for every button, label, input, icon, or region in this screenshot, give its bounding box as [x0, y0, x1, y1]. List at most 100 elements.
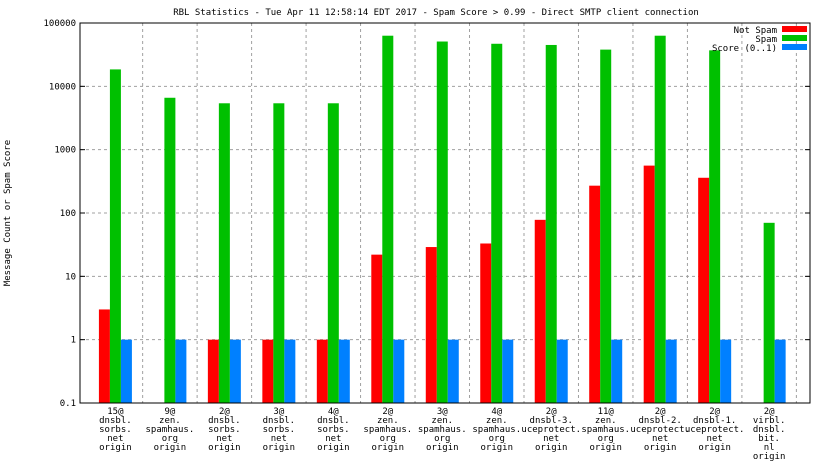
x-tick-label: 2@: [219, 407, 230, 417]
y-tick-label: 100000: [43, 19, 76, 29]
x-tick-label: origin: [263, 443, 296, 453]
x-tick-label: net: [707, 434, 723, 444]
x-tick-label: 2@: [764, 407, 775, 417]
bar-not-spam: [98, 309, 110, 403]
x-tick-label: net: [216, 434, 232, 444]
bar-score-: [611, 339, 623, 403]
x-tick-label: uceprotect.: [685, 425, 745, 435]
y-tick-label: 100: [60, 209, 76, 219]
x-tick-label: sorbs.: [263, 425, 296, 435]
x-tick-label: 4@: [491, 407, 502, 417]
x-tick-label: 3@: [273, 407, 284, 417]
bar-score-: [175, 339, 187, 403]
plot-border: [79, 22, 811, 404]
bar-spam: [545, 44, 557, 404]
bar-not-spam: [589, 185, 601, 403]
x-tick-label: origin: [753, 452, 786, 462]
bar-spam: [763, 222, 775, 403]
x-tick-label: spamhaus.: [363, 425, 412, 435]
y-tick-label: 1: [71, 336, 76, 346]
bar-not-spam: [207, 339, 219, 403]
bar-spam: [273, 103, 285, 403]
legend-label: Spam: [755, 35, 777, 45]
x-tick-label: spamhaus.: [418, 425, 467, 435]
bar-score-: [120, 339, 132, 403]
x-tick-label: 2@: [709, 407, 720, 417]
y-tick-label: 1000: [54, 146, 76, 156]
x-tick-label: dnsbl.: [208, 416, 241, 426]
x-tick-label: net: [652, 434, 668, 444]
x-tick-label: origin: [154, 443, 187, 453]
x-tick-label: net: [107, 434, 123, 444]
x-tick-label: zen.: [159, 416, 181, 426]
x-tick-label: org: [434, 434, 450, 444]
x-tick-label: 2@: [655, 407, 666, 417]
bar-not-spam: [425, 247, 437, 403]
x-tick-label: zen.: [431, 416, 453, 426]
legend-swatch: [782, 44, 807, 50]
x-tick-label: origin: [99, 443, 132, 453]
x-tick-label: dnsbl-1.: [693, 416, 736, 426]
x-tick-label: dnsbl.: [317, 416, 350, 426]
x-tick-label: spamhaus.: [472, 425, 521, 435]
x-tick-label: zen.: [486, 416, 508, 426]
x-tick-label: dnsbl.: [99, 416, 132, 426]
bar-spam: [654, 35, 666, 403]
x-tick-label: net: [543, 434, 559, 444]
x-tick-label: sorbs.: [99, 425, 132, 435]
x-tick-label: org: [489, 434, 505, 444]
x-tick-label: dnsbl-2.: [639, 416, 682, 426]
bar-spam: [709, 50, 721, 403]
bar-spam: [436, 41, 448, 403]
x-tick-label: bit.: [758, 434, 780, 444]
bar-score-: [665, 339, 677, 403]
bar-not-spam: [480, 243, 492, 403]
bar-score-: [720, 339, 732, 403]
y-axis-label: Message Count or Spam Score: [3, 140, 13, 286]
x-tick-label: nl: [764, 443, 775, 453]
x-tick-label: net: [271, 434, 287, 444]
x-tick-label: org: [162, 434, 178, 444]
x-tick-label: 4@: [328, 407, 339, 417]
bar-spam: [218, 103, 230, 403]
x-tick-label: org: [380, 434, 396, 444]
bar-not-spam: [643, 165, 655, 403]
bar-spam: [109, 69, 121, 403]
x-tick-label: 15@: [107, 407, 124, 417]
x-tick-label: spamhaus.: [145, 425, 194, 435]
bar-score-: [774, 339, 786, 403]
x-tick-label: org: [598, 434, 614, 444]
x-tick-label: origin: [644, 443, 677, 453]
bar-spam: [164, 97, 176, 404]
x-tick-label: 9@: [164, 407, 175, 417]
legend-label: Score (0..1): [712, 44, 777, 54]
bar-spam: [600, 49, 612, 403]
y-tick-label: 0.1: [60, 399, 76, 409]
x-tick-label: 3@: [437, 407, 448, 417]
x-tick-label: origin: [317, 443, 350, 453]
bar-score-: [284, 339, 296, 403]
bar-not-spam: [698, 177, 710, 403]
x-tick-label: zen.: [377, 416, 399, 426]
bar-score-: [502, 339, 514, 403]
x-tick-label: origin: [535, 443, 568, 453]
bar-spam: [382, 35, 394, 403]
bar-score-: [229, 339, 241, 403]
x-tick-label: dnsbl-3.: [530, 416, 573, 426]
bar-score-: [556, 339, 568, 403]
x-tick-label: origin: [372, 443, 405, 453]
bar-not-spam: [316, 339, 328, 403]
bar-score-: [447, 339, 459, 403]
x-tick-label: dnsbl.: [753, 425, 786, 435]
bar-score-: [338, 339, 350, 403]
x-tick-label: zen.: [595, 416, 617, 426]
x-tick-label: origin: [208, 443, 241, 453]
bar-not-spam: [371, 254, 383, 403]
x-tick-label: uceprotect.: [521, 425, 581, 435]
chart-title: RBL Statistics - Tue Apr 11 12:58:14 EDT…: [173, 8, 699, 18]
x-tick-label: spamhaus.: [581, 425, 630, 435]
x-tick-label: origin: [589, 443, 622, 453]
legend-swatch: [782, 35, 807, 41]
legend-swatch: [782, 26, 807, 32]
